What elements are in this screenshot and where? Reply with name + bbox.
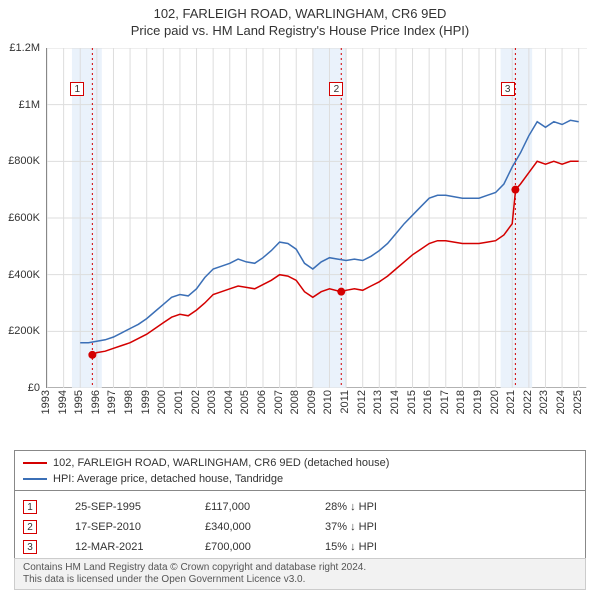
chart-titles: 102, FARLEIGH ROAD, WARLINGHAM, CR6 9ED … <box>0 0 600 38</box>
x-tick-label: 2008 <box>289 390 301 414</box>
marker-table: 1 25-SEP-1995£117,00028% ↓ HPI 2 17-SEP-201… <box>14 490 586 564</box>
x-tick-label: 2011 <box>339 390 351 414</box>
marker-row: 3 12-MAR-2021£700,00015% ↓ HPI <box>23 537 577 557</box>
marker-price: £117,000 <box>205 501 325 513</box>
x-tick-label: 1997 <box>106 390 118 414</box>
marker-date: 25-SEP-1995 <box>75 501 205 513</box>
x-tick-label: 1998 <box>123 390 135 414</box>
chart-marker-1: 1 <box>70 82 84 96</box>
y-tick-label: £0 <box>28 382 40 394</box>
x-tick-label: 2015 <box>406 390 418 414</box>
y-tick-label: £1.2M <box>9 42 40 54</box>
x-tick-label: 1993 <box>40 390 52 414</box>
x-tick-label: 2019 <box>472 390 484 414</box>
chart-marker-2: 2 <box>329 82 343 96</box>
x-tick-label: 2000 <box>156 390 168 414</box>
legend-swatch <box>23 478 47 480</box>
x-tick-label: 2014 <box>389 390 401 414</box>
x-tick-label: 2016 <box>422 390 434 414</box>
x-tick-label: 2017 <box>439 390 451 414</box>
legend-item: HPI: Average price, detached house, Tand… <box>23 471 577 487</box>
x-tick-label: 2001 <box>173 390 185 414</box>
x-tick-label: 2020 <box>489 390 501 414</box>
title-line-2: Price paid vs. HM Land Registry's House … <box>0 23 600 38</box>
x-tick-label: 2012 <box>356 390 368 414</box>
marker-row: 2 17-SEP-2010£340,00037% ↓ HPI <box>23 517 577 537</box>
x-tick-label: 1996 <box>90 390 102 414</box>
footer-line-2: This data is licensed under the Open Gov… <box>23 574 577 586</box>
chart-marker-3: 3 <box>501 82 515 96</box>
x-tick-label: 2007 <box>273 390 285 414</box>
legend-swatch <box>23 462 47 464</box>
legend-item: 102, FARLEIGH ROAD, WARLINGHAM, CR6 9ED … <box>23 455 577 471</box>
marker-hpi: 28% ↓ HPI <box>325 501 377 513</box>
x-tick-label: 1995 <box>73 390 85 414</box>
x-tick-label: 1994 <box>57 390 69 414</box>
x-tick-label: 2021 <box>505 390 517 414</box>
marker-hpi: 37% ↓ HPI <box>325 521 377 533</box>
chart-area: £0£200K£400K£600K£800K£1M£1.2M 123 19931… <box>0 48 600 418</box>
marker-date: 17-SEP-2010 <box>75 521 205 533</box>
x-tick-label: 2002 <box>190 390 202 414</box>
y-tick-label: £800K <box>8 155 40 167</box>
marker-price: £340,000 <box>205 521 325 533</box>
x-tick-label: 2006 <box>256 390 268 414</box>
x-tick-label: 2013 <box>372 390 384 414</box>
y-axis-labels: £0£200K£400K£600K£800K£1M£1.2M <box>0 48 42 388</box>
y-tick-label: £400K <box>8 269 40 281</box>
footer-line-1: Contains HM Land Registry data © Crown c… <box>23 562 577 574</box>
legend-label: HPI: Average price, detached house, Tand… <box>53 473 283 485</box>
legend-label: 102, FARLEIGH ROAD, WARLINGHAM, CR6 9ED … <box>53 457 389 469</box>
x-axis-labels: 1993199419951996199719981999200020012002… <box>46 390 586 418</box>
chart-svg <box>47 48 587 388</box>
x-tick-label: 2025 <box>572 390 584 414</box>
marker-date: 12-MAR-2021 <box>75 541 205 553</box>
marker-number-box: 3 <box>23 540 37 554</box>
x-tick-label: 2005 <box>239 390 251 414</box>
x-tick-label: 2024 <box>555 390 567 414</box>
x-tick-label: 2010 <box>322 390 334 414</box>
x-tick-label: 2018 <box>455 390 467 414</box>
title-line-1: 102, FARLEIGH ROAD, WARLINGHAM, CR6 9ED <box>0 6 600 21</box>
x-tick-label: 2003 <box>206 390 218 414</box>
marker-number-box: 1 <box>23 500 37 514</box>
x-tick-label: 2022 <box>522 390 534 414</box>
marker-hpi: 15% ↓ HPI <box>325 541 377 553</box>
footer-box: Contains HM Land Registry data © Crown c… <box>14 558 586 590</box>
x-tick-label: 2004 <box>223 390 235 414</box>
x-tick-label: 2009 <box>306 390 318 414</box>
y-tick-label: £600K <box>8 212 40 224</box>
y-tick-label: £1M <box>19 99 40 111</box>
marker-number-box: 2 <box>23 520 37 534</box>
marker-row: 1 25-SEP-1995£117,00028% ↓ HPI <box>23 497 577 517</box>
plot-area: 1 2 3 <box>46 48 586 388</box>
marker-price: £700,000 <box>205 541 325 553</box>
x-tick-label: 1999 <box>140 390 152 414</box>
x-tick-label: 2023 <box>538 390 550 414</box>
legend-box: 102, FARLEIGH ROAD, WARLINGHAM, CR6 9ED … <box>14 450 586 492</box>
y-tick-label: £200K <box>8 325 40 337</box>
